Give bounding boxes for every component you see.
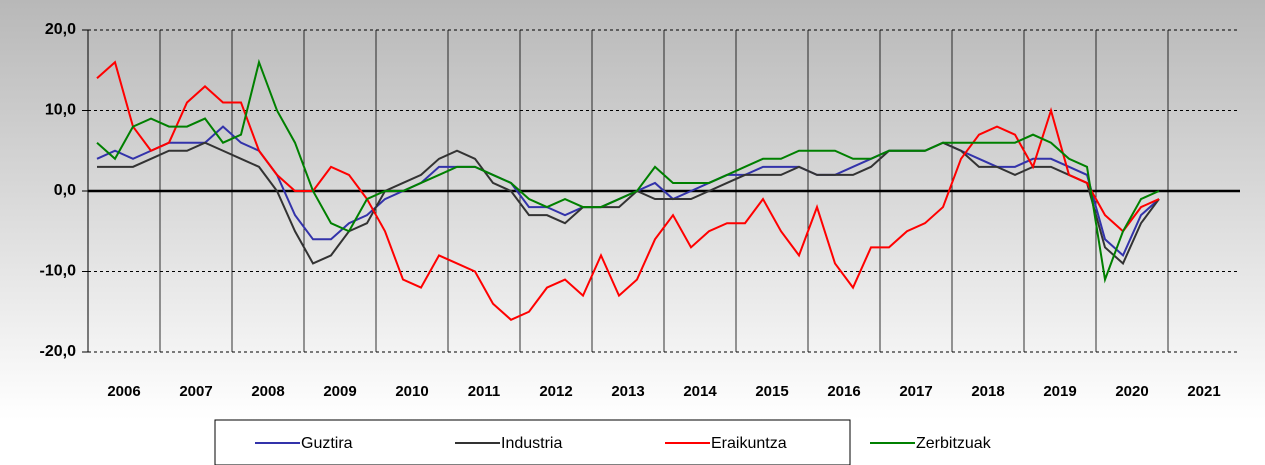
x-tick-label: 2006	[107, 383, 140, 400]
x-tick-label: 2020	[1115, 383, 1148, 400]
x-tick-label: 2011	[468, 383, 501, 400]
legend-label: Industria	[501, 435, 562, 452]
background	[0, 0, 1265, 420]
x-tick-label: 2008	[251, 383, 284, 400]
x-tick-label: 2010	[395, 383, 428, 400]
x-tick-label: 2017	[899, 383, 932, 400]
x-tick-label: 2014	[683, 383, 717, 400]
series-line	[96, 58, 1160, 284]
x-tick-label: 2016	[827, 383, 860, 400]
legend-label: Guztira	[301, 435, 353, 452]
legend-box	[214, 419, 851, 465]
legend-label: Zerbitzuak	[916, 435, 992, 452]
x-tick-label: 2019	[1043, 383, 1076, 400]
series-line	[97, 141, 1160, 266]
x-tick-label: 2007	[179, 383, 212, 400]
series-line	[96, 60, 1160, 321]
x-tick-label: 2021	[1187, 383, 1220, 400]
x-tick-label: 2013	[611, 383, 644, 400]
y-tick-label: -10,0	[40, 263, 77, 280]
x-tick-label: 2015	[755, 383, 788, 400]
y-tick-label: 10,0	[45, 102, 76, 119]
y-tick-label: 0,0	[54, 182, 76, 199]
legend-label: Eraikuntza	[711, 435, 787, 452]
x-tick-label: 2012	[539, 383, 572, 400]
x-tick-label: 2018	[971, 383, 1004, 400]
y-tick-label: 20,0	[45, 21, 76, 38]
x-tick-label: 2009	[323, 383, 356, 400]
y-tick-label: -20,0	[40, 343, 77, 360]
